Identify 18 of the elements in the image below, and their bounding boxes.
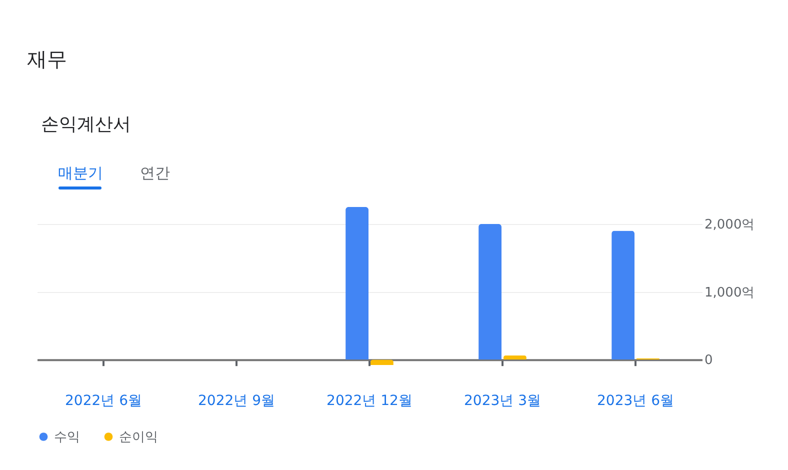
bar	[346, 207, 368, 360]
legend-label: 수익	[54, 430, 80, 445]
x-tick-label: 2023년 3월	[464, 393, 541, 410]
bar	[503, 356, 526, 360]
bar	[612, 230, 634, 360]
y-tick-label: 0	[704, 353, 713, 368]
text: 매분기	[58, 164, 103, 182]
x-tick-label: 2022년 9월	[198, 393, 275, 410]
chart-subtitle: 손익계산서	[41, 114, 131, 135]
text: 연간	[140, 164, 170, 182]
x-tick-label: 2022년 6월	[65, 393, 142, 410]
bar	[478, 224, 502, 360]
x-tick-label: 2023년 6월	[597, 393, 674, 410]
x-tick-label: 2022년 12월	[326, 393, 412, 410]
legend-label: 순이익	[119, 430, 158, 445]
y-tick-label: 1,000억	[704, 285, 755, 300]
chart-title: 재무	[27, 47, 67, 71]
y-tick-label: 2,000억	[704, 217, 755, 232]
